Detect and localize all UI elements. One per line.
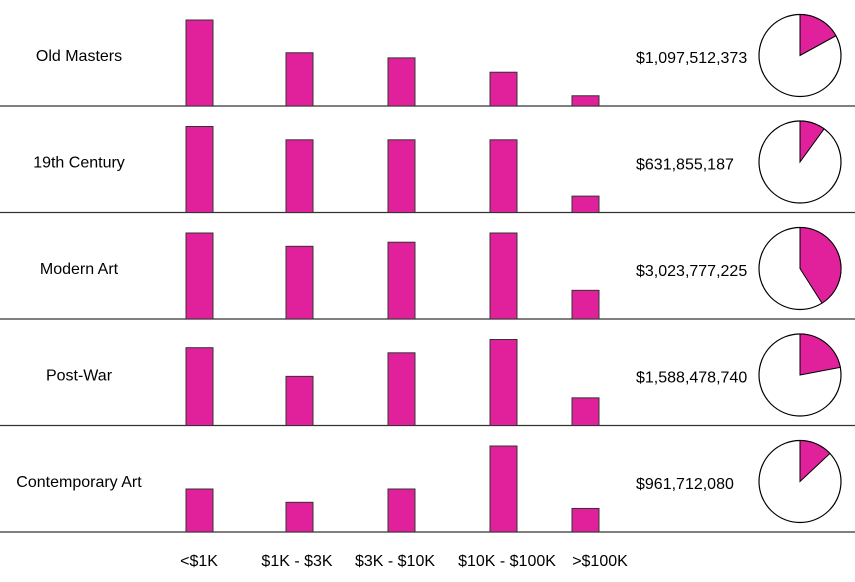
bar	[489, 139, 518, 213]
pie-slice	[799, 333, 841, 376]
pie-slice	[799, 439, 831, 483]
x-tick-label: >$100K	[572, 553, 628, 570]
bar	[285, 375, 314, 427]
bar	[571, 289, 600, 320]
bar	[285, 501, 314, 533]
total-value-label: $3,023,777,225	[636, 263, 747, 280]
pie-slice	[799, 226, 842, 304]
total-value-label: $1,588,478,740	[636, 370, 747, 387]
row-label: Old Masters	[36, 48, 122, 65]
bar	[571, 195, 600, 214]
bar	[571, 95, 600, 107]
bar	[185, 126, 214, 213]
bar	[185, 19, 214, 107]
pie-slice	[799, 13, 837, 57]
bar	[489, 71, 518, 107]
bar	[387, 488, 416, 533]
row-label: 19th Century	[33, 155, 125, 172]
total-value-label: $961,712,080	[636, 476, 734, 493]
bar	[387, 139, 416, 213]
total-value-label: $631,855,187	[636, 157, 734, 174]
x-tick-label: $3K - $10K	[355, 553, 435, 570]
row-label: Modern Art	[40, 261, 119, 278]
bar	[185, 488, 214, 533]
x-tick-label: <$1K	[180, 553, 218, 570]
bar	[387, 352, 416, 426]
total-value-label: $1,097,512,373	[636, 50, 747, 67]
bar	[285, 245, 314, 320]
bar	[387, 57, 416, 107]
bar	[489, 232, 518, 320]
bar	[185, 347, 214, 427]
bar	[489, 339, 518, 426]
row-label: Contemporary Art	[16, 474, 142, 491]
x-tick-label: $1K - $3K	[261, 553, 332, 570]
bar	[571, 397, 600, 427]
pie-slice	[799, 120, 825, 164]
bar	[285, 52, 314, 107]
bar	[387, 241, 416, 320]
bar	[185, 232, 214, 320]
row-label: Post-War	[46, 368, 113, 385]
bar	[489, 445, 518, 533]
bar	[571, 507, 600, 533]
bar	[285, 139, 314, 213]
x-tick-label: $10K - $100K	[458, 553, 556, 570]
